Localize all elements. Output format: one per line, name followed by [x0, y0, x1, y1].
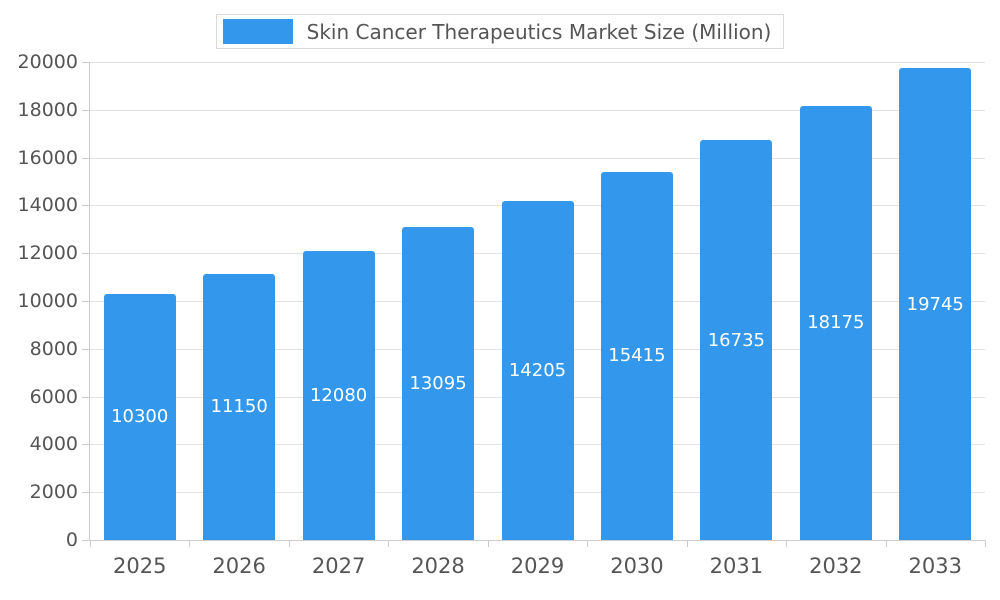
- y-axis-tick: [82, 205, 89, 207]
- bar-2029: 14205: [501, 200, 574, 540]
- x-axis-line: [90, 540, 986, 541]
- x-axis-label-2030: 2030: [610, 554, 664, 578]
- bar-value-label: 16735: [707, 329, 765, 351]
- chart-title: Skin Cancer Therapeutics Market Size (Mi…: [306, 19, 772, 44]
- x-axis-tick: [90, 540, 91, 547]
- bar-value-label: 11150: [210, 396, 268, 418]
- x-axis-label-2031: 2031: [709, 554, 764, 578]
- y-axis-line: [89, 62, 90, 541]
- bar-value-label: 15415: [608, 345, 666, 367]
- bar-value-label: 19745: [906, 293, 964, 315]
- x-axis-tick: [786, 540, 788, 547]
- y-axis-tick-label: 18000: [17, 98, 78, 121]
- legend-swatch: [222, 19, 293, 44]
- x-axis-label-2032: 2032: [809, 554, 863, 578]
- y-axis-tick: [82, 540, 89, 541]
- y-axis-tick: [82, 492, 89, 494]
- x-axis-tick: [487, 540, 489, 547]
- y-axis-tick: [82, 157, 89, 159]
- bar-2027: 12080: [302, 251, 375, 540]
- x-axis-tick: [388, 540, 390, 547]
- gridline: [90, 157, 985, 159]
- y-axis-tick: [82, 348, 89, 350]
- bar-2031: 16735: [700, 140, 773, 540]
- y-axis-tick-label: 10000: [17, 290, 78, 312]
- y-axis-tick-label: 8000: [29, 337, 78, 360]
- bar-2032: 18175: [799, 105, 872, 540]
- bar-2025: 10300: [103, 293, 176, 540]
- bar-value-label: 14205: [508, 359, 567, 381]
- bar-value-label: 12080: [309, 385, 368, 407]
- x-axis-label-2033: 2033: [908, 554, 962, 578]
- bar-2033: 19745: [899, 68, 972, 540]
- x-axis-tick: [189, 540, 191, 547]
- y-axis-tick-label: 16000: [17, 146, 78, 169]
- gridline: [90, 62, 985, 63]
- bar-2028: 13095: [402, 227, 475, 540]
- y-axis-tick-label: 12000: [17, 242, 78, 265]
- y-axis-tick: [82, 62, 89, 63]
- x-axis-label-2025: 2025: [112, 554, 167, 578]
- y-axis-tick-label: 6000: [29, 385, 78, 408]
- gridline: [90, 109, 985, 111]
- x-axis-label-2029: 2029: [510, 554, 565, 578]
- plot-area: 10300 11150 12080 13095 14205 15415 16735 18175…: [90, 62, 985, 540]
- y-axis-tick-label: 4000: [29, 433, 78, 456]
- x-axis-tick: [686, 540, 688, 547]
- legend: Skin Cancer Therapeutics Market Size (Mi…: [0, 14, 1000, 49]
- x-axis-tick: [885, 540, 887, 547]
- x-axis-label-2027: 2027: [311, 554, 366, 578]
- y-axis-tick-label: 14000: [17, 194, 78, 217]
- x-axis-tick: [985, 540, 986, 547]
- y-axis-tick: [82, 109, 89, 111]
- y-axis-tick-label: 2000: [29, 481, 78, 504]
- bar-2026: 11150: [203, 273, 276, 540]
- x-axis-label-2028: 2028: [411, 554, 465, 578]
- x-axis-label-2026: 2026: [212, 554, 266, 578]
- bar-value-label: 13095: [409, 373, 467, 395]
- bar-value-label: 10300: [111, 406, 169, 428]
- y-axis-tick-label: 0: [65, 529, 78, 551]
- bar-value-label: 18175: [807, 312, 865, 334]
- y-axis-tick: [82, 444, 89, 446]
- x-axis-tick: [587, 540, 589, 547]
- x-axis-tick: [288, 540, 290, 547]
- y-axis-tick-label: 20000: [17, 51, 78, 73]
- bar-2030: 15415: [600, 171, 673, 540]
- y-axis-tick: [82, 396, 89, 398]
- y-axis-tick: [82, 301, 89, 302]
- y-axis-tick: [82, 253, 89, 255]
- legend-box: Skin Cancer Therapeutics Market Size (Mi…: [215, 14, 785, 49]
